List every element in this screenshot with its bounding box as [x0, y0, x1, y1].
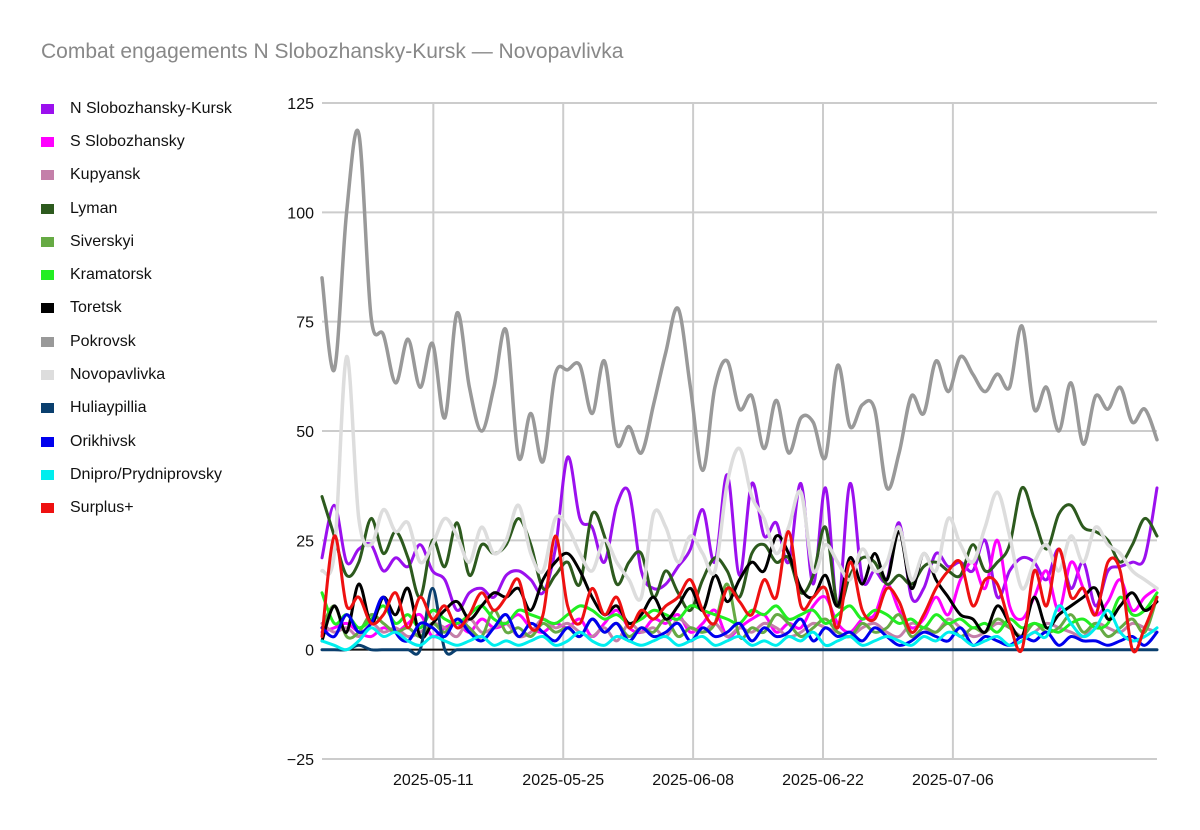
legend-label: Novopavlivka: [70, 366, 166, 384]
legend-swatch: [41, 370, 54, 381]
legend-swatch: [41, 103, 54, 114]
y-tick-label: 25: [296, 533, 314, 550]
legend-item-pokrovsk: Pokrovsk: [41, 325, 232, 358]
x-tick-label: 2025-05-11: [393, 772, 474, 789]
legend-swatch: [41, 236, 54, 247]
series-line-lyman: [320, 486, 1159, 612]
legend-swatch: [41, 436, 54, 447]
legend-label: Siverskyi: [70, 232, 135, 250]
legend-item-novopavlivka: Novopavlivka: [41, 358, 232, 391]
legend-label: Kupyansk: [70, 166, 141, 184]
legend-swatch: [41, 503, 54, 514]
tick-labels: −25 0 25 50 75 100 125 2025-05-11 2025-05-25 2025…: [287, 96, 994, 789]
legend-item-surplus: Surplus+: [41, 492, 232, 525]
legend-swatch: [41, 170, 54, 181]
x-tick-label: 2025-06-08: [652, 772, 734, 789]
chart-title: Combat engagements N Slobozhansky-Kursk …: [41, 40, 624, 63]
legend-item-huliaypillia: Huliaypillia: [41, 392, 232, 425]
legend-swatch: [41, 403, 54, 414]
series-line-n-slobozhansky-kursk: [320, 455, 1159, 612]
legend-item-s-slobozhansky: S Slobozhansky: [41, 125, 232, 158]
legend-item-kramatorsk: Kramatorsk: [41, 258, 232, 291]
legend-item-dnipro-prydniprovsky: Dnipro/Prydniprovsky: [41, 458, 232, 491]
y-tick-label: −25: [287, 752, 314, 769]
legend-label: Huliaypillia: [70, 399, 147, 417]
grid: [322, 102, 1157, 760]
legend-label: Pokrovsk: [70, 332, 136, 350]
legend: N Slobozhansky-Kursk S Slobozhansky Kupyan…: [41, 92, 232, 525]
legend-label: Dnipro/Prydniprovsky: [70, 465, 223, 483]
legend-label: Orikhivsk: [70, 432, 136, 450]
series-lines: [320, 128, 1159, 656]
legend-swatch: [41, 136, 54, 147]
legend-label: Toretsk: [70, 299, 122, 317]
x-tick-label: 2025-07-06: [912, 772, 994, 789]
legend-item-siverskyi: Siverskyi: [41, 225, 232, 258]
legend-swatch: [41, 270, 54, 281]
y-tick-label: 75: [296, 315, 314, 332]
series-line-pokrovsk: [320, 128, 1159, 491]
series-line-toretsk: [320, 530, 1159, 643]
series-line-novopavlivka: [320, 354, 1159, 602]
x-tick-label: 2025-06-22: [782, 772, 864, 789]
y-tick-label: 50: [296, 424, 314, 441]
legend-label: Lyman: [70, 199, 118, 217]
legend-item-orikhivsk: Orikhivsk: [41, 425, 232, 458]
x-tick-label: 2025-05-25: [522, 772, 604, 789]
legend-item-lyman: Lyman: [41, 192, 232, 225]
series-line-orikhivsk: [320, 595, 1159, 647]
legend-item-kupyansk: Kupyansk: [41, 159, 232, 192]
series-line-surplus: [320, 530, 1159, 654]
legend-swatch: [41, 203, 54, 214]
y-tick-label: 100: [287, 205, 314, 222]
legend-swatch: [41, 303, 54, 314]
legend-label: N Slobozhansky-Kursk: [70, 99, 232, 117]
y-tick-label: 125: [287, 96, 314, 113]
legend-label: Surplus+: [70, 499, 134, 517]
legend-swatch: [41, 469, 54, 480]
legend-item-n-slobozhansky-kursk: N Slobozhansky-Kursk: [41, 92, 232, 125]
legend-swatch: [41, 336, 54, 347]
legend-label: S Slobozhansky: [70, 132, 185, 150]
series-line-dnipro-prydniprovsky: [320, 604, 1159, 652]
legend-item-toretsk: Toretsk: [41, 292, 232, 325]
legend-label: Kramatorsk: [70, 266, 152, 284]
y-tick-label: 0: [305, 643, 314, 660]
